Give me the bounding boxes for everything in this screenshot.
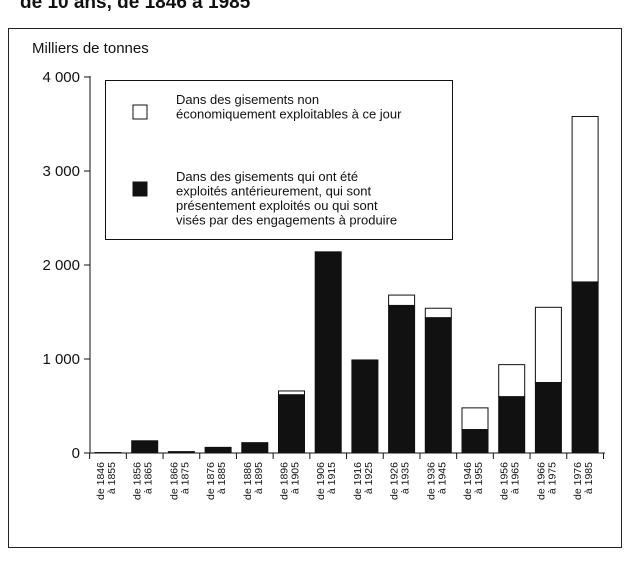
bar-segment bbox=[535, 383, 561, 454]
legend-label: visés par des engagements à produire bbox=[176, 213, 397, 228]
x-tick-label: à 1875 bbox=[179, 462, 191, 494]
x-tick-label: à 1895 bbox=[253, 462, 265, 494]
legend-swatch bbox=[133, 105, 147, 119]
x-tick-label: à 1945 bbox=[436, 462, 448, 494]
x-tick-label: à 1885 bbox=[216, 462, 228, 494]
bar-segment bbox=[352, 361, 378, 453]
x-tick-label: à 1985 bbox=[583, 462, 595, 494]
legend-label: exploités antérieurement, qui sont bbox=[176, 184, 372, 199]
legend-label: économiquement exploitables à ce jour bbox=[176, 107, 402, 122]
chart-title: de 10 ans, de 1846 à 1985 bbox=[20, 0, 251, 13]
bar-segment bbox=[168, 452, 194, 453]
y-tick-label: 3 000 bbox=[42, 163, 80, 180]
x-tick-label: à 1955 bbox=[473, 462, 485, 494]
bar-segment bbox=[242, 443, 268, 453]
legend-label: présentement exploités ou qui sont bbox=[176, 198, 378, 213]
x-tick-label: à 1855 bbox=[106, 462, 118, 494]
bar-segment bbox=[572, 116, 598, 281]
bar-segment bbox=[462, 408, 488, 430]
bar-segment bbox=[425, 308, 451, 317]
bar-segment bbox=[425, 318, 451, 453]
bar-segment bbox=[279, 395, 305, 453]
x-tick-label: à 1925 bbox=[363, 462, 375, 494]
bar-segment bbox=[389, 305, 415, 453]
bar-segment bbox=[572, 282, 598, 453]
x-tick-label: à 1905 bbox=[290, 462, 302, 494]
x-tick-label: à 1935 bbox=[400, 462, 412, 494]
bar-segment bbox=[499, 397, 525, 453]
legend-swatch bbox=[133, 182, 147, 196]
bar-segment bbox=[132, 441, 158, 453]
x-tick-label: à 1975 bbox=[546, 462, 558, 494]
y-tick-label: 0 bbox=[72, 445, 80, 462]
x-tick-label: à 1965 bbox=[510, 462, 522, 494]
x-tick-label: à 1915 bbox=[326, 462, 338, 494]
legend-label: Dans des gisements non bbox=[176, 92, 319, 107]
bar-segment bbox=[389, 295, 415, 305]
bar-segment bbox=[315, 252, 341, 453]
bar-segment bbox=[499, 365, 525, 397]
y-tick-label: 2 000 bbox=[42, 257, 80, 274]
bar-segment bbox=[462, 430, 488, 454]
bar-segment bbox=[205, 447, 231, 453]
bar-segment bbox=[535, 307, 561, 382]
y-axis-label: Milliers de tonnes bbox=[32, 40, 149, 57]
bar-segment bbox=[279, 391, 305, 395]
legend-label: Dans des gisements qui ont été bbox=[176, 169, 358, 184]
y-tick-label: 4 000 bbox=[42, 69, 80, 86]
bar-segment bbox=[352, 360, 378, 361]
x-tick-label: à 1865 bbox=[143, 462, 155, 494]
y-tick-label: 1 000 bbox=[42, 351, 80, 368]
